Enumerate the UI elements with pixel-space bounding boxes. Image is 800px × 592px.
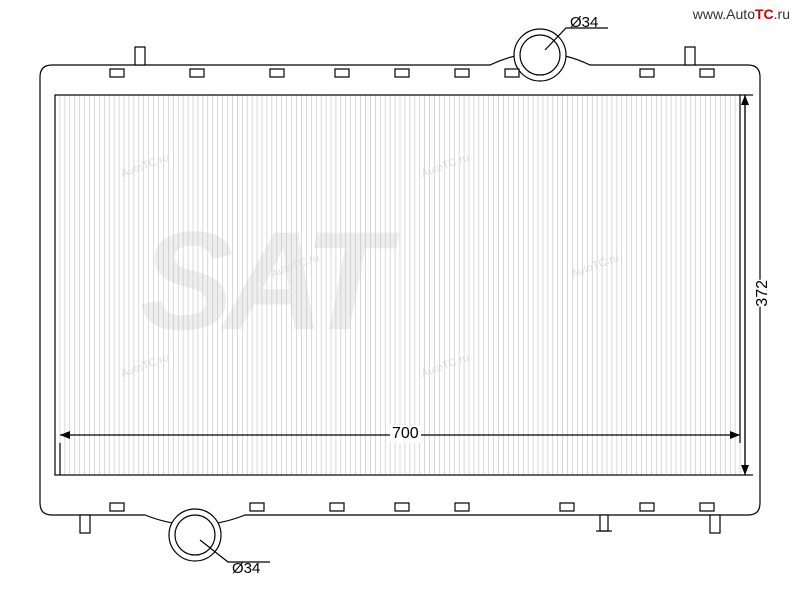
width-dim-label: 700 xyxy=(390,425,421,443)
top-port-dia-label: Ø34 xyxy=(570,14,598,31)
url-suffix: .ru xyxy=(774,6,790,22)
url-red: TC xyxy=(755,6,774,22)
height-dim-label: 372 xyxy=(752,280,774,307)
diagram-canvas: { "watermark": { "url_prefix": "www.Auto… xyxy=(0,0,800,592)
technical-drawing-svg xyxy=(0,0,800,592)
bottom-port-dia-label: Ø34 xyxy=(232,560,260,577)
source-url: www.AutoTC.ru xyxy=(693,6,790,22)
url-prefix: www.Auto xyxy=(693,6,755,22)
